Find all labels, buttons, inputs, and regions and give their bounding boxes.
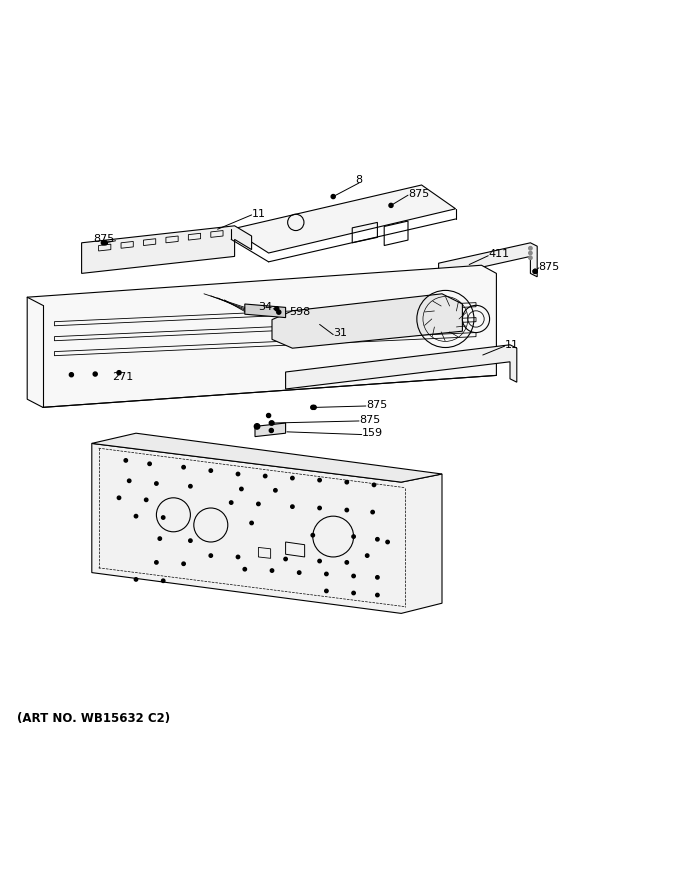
Circle shape [243, 568, 246, 571]
Circle shape [182, 466, 185, 469]
Circle shape [250, 521, 253, 524]
Polygon shape [92, 433, 442, 482]
Circle shape [270, 421, 274, 425]
Circle shape [311, 533, 314, 537]
Circle shape [269, 429, 273, 432]
Circle shape [69, 372, 73, 377]
Circle shape [528, 246, 532, 250]
Text: 875: 875 [539, 261, 560, 272]
Circle shape [271, 568, 274, 572]
Circle shape [533, 269, 537, 274]
Circle shape [366, 554, 369, 557]
Polygon shape [439, 243, 537, 277]
Circle shape [318, 560, 321, 562]
Circle shape [352, 575, 355, 577]
Text: 11: 11 [505, 340, 519, 349]
Circle shape [101, 241, 105, 245]
Circle shape [124, 458, 128, 462]
Circle shape [209, 469, 212, 473]
Text: 159: 159 [362, 429, 383, 438]
Text: 875: 875 [366, 400, 387, 409]
Circle shape [352, 535, 355, 539]
Polygon shape [245, 304, 286, 318]
Circle shape [275, 307, 279, 311]
Circle shape [345, 480, 348, 484]
Circle shape [257, 502, 260, 506]
Circle shape [331, 194, 335, 199]
Polygon shape [231, 185, 456, 253]
Circle shape [135, 577, 137, 581]
Circle shape [162, 579, 165, 583]
Circle shape [277, 310, 281, 314]
Circle shape [386, 540, 389, 544]
Circle shape [237, 555, 239, 559]
Circle shape [93, 372, 97, 376]
Circle shape [345, 561, 348, 564]
Text: 875: 875 [408, 189, 429, 199]
Circle shape [528, 256, 532, 260]
Circle shape [155, 482, 158, 485]
Circle shape [311, 406, 315, 409]
Circle shape [376, 576, 379, 579]
Polygon shape [272, 294, 462, 348]
Circle shape [264, 474, 267, 478]
Circle shape [269, 421, 273, 425]
Circle shape [318, 479, 321, 482]
Circle shape [274, 488, 277, 492]
Circle shape [528, 252, 532, 254]
Circle shape [182, 562, 185, 566]
Circle shape [144, 498, 148, 502]
Circle shape [291, 505, 294, 509]
Polygon shape [286, 345, 517, 389]
Circle shape [148, 462, 151, 466]
Circle shape [376, 538, 379, 541]
Text: 598: 598 [289, 307, 310, 317]
Circle shape [209, 554, 212, 557]
Text: 11: 11 [252, 209, 266, 218]
Circle shape [312, 406, 316, 409]
Circle shape [298, 571, 301, 575]
Circle shape [155, 561, 158, 564]
Circle shape [127, 479, 131, 482]
Polygon shape [27, 265, 496, 407]
Circle shape [162, 516, 165, 519]
Circle shape [352, 591, 355, 595]
Text: 411: 411 [488, 249, 509, 260]
Text: 31: 31 [333, 328, 347, 338]
Circle shape [254, 423, 260, 429]
Text: (ART NO. WB15632 C2): (ART NO. WB15632 C2) [17, 712, 170, 725]
Circle shape [189, 485, 192, 488]
Polygon shape [92, 444, 442, 613]
Circle shape [318, 506, 321, 510]
Circle shape [135, 515, 137, 517]
Circle shape [345, 509, 348, 512]
Circle shape [237, 473, 239, 476]
Circle shape [325, 572, 328, 576]
Circle shape [284, 557, 287, 561]
Circle shape [239, 488, 243, 491]
Circle shape [376, 593, 379, 597]
Circle shape [373, 483, 376, 487]
Circle shape [103, 241, 107, 245]
Text: 34: 34 [258, 303, 272, 312]
Polygon shape [255, 423, 286, 436]
Circle shape [291, 476, 294, 480]
Circle shape [117, 370, 121, 375]
Text: 875: 875 [359, 414, 380, 424]
Circle shape [189, 539, 192, 542]
Circle shape [371, 510, 374, 514]
Circle shape [389, 203, 393, 208]
Polygon shape [82, 226, 252, 274]
Circle shape [158, 537, 162, 540]
Circle shape [267, 414, 271, 417]
Text: 271: 271 [112, 372, 133, 383]
Text: 8: 8 [356, 175, 362, 185]
Text: 875: 875 [93, 234, 114, 245]
Circle shape [533, 269, 537, 274]
Circle shape [230, 501, 233, 504]
Circle shape [325, 590, 328, 592]
Circle shape [117, 496, 121, 500]
